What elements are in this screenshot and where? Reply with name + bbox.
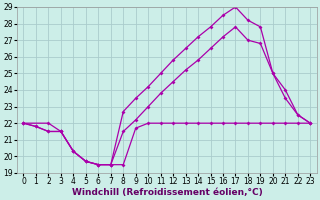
X-axis label: Windchill (Refroidissement éolien,°C): Windchill (Refroidissement éolien,°C)	[72, 188, 262, 197]
